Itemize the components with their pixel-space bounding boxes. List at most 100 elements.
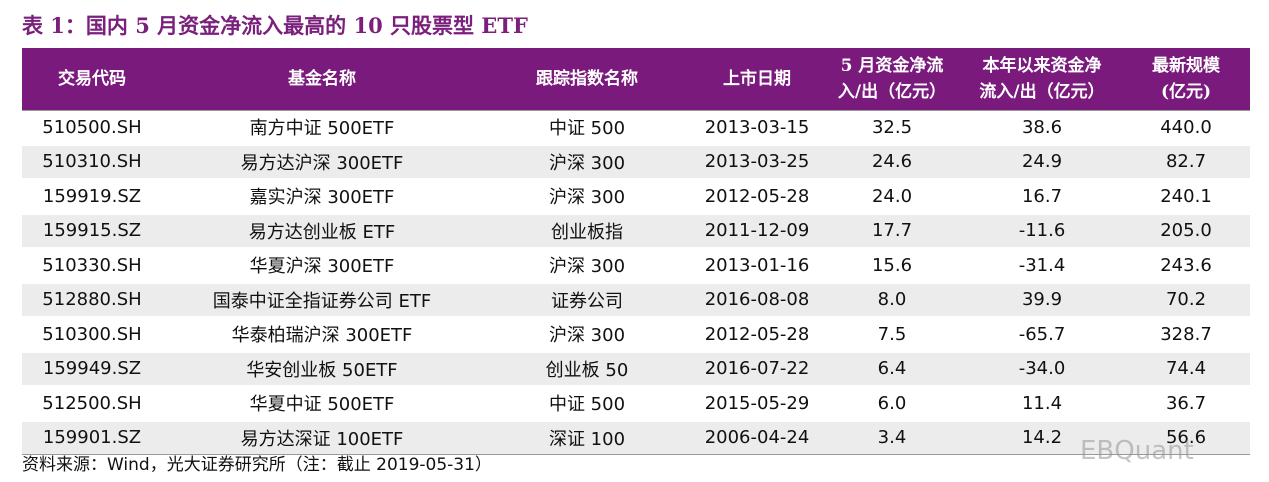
header-line: 跟踪指数名称 xyxy=(536,69,638,89)
header-line: 5 月资金净流 xyxy=(840,56,944,76)
table-body: 510500.SH 南方中证 500ETF 中证 500 2013-03-15 32.5… xyxy=(22,110,1250,455)
header-cell: 最新规模 (亿元) xyxy=(1122,48,1250,111)
table-cell: 8.0 xyxy=(822,281,962,317)
watermark: EBQuant xyxy=(1080,436,1194,466)
table-cell: 华安创业板 50ETF xyxy=(162,350,482,386)
table-cell: 华夏沪深 300ETF xyxy=(162,247,482,283)
table-title: 表 1：国内 5 月资金净流入最高的 10 只股票型 ETF xyxy=(22,13,528,38)
table-cell: 32.5 xyxy=(822,110,962,145)
table-cell: 深证 100 xyxy=(482,419,692,455)
table-cell: 74.4 xyxy=(1122,350,1250,386)
table-cell: 24.9 xyxy=(962,143,1122,179)
table-cell: 56.6 xyxy=(1122,419,1250,455)
table-cell: 70.2 xyxy=(1122,281,1250,317)
table-cell: 205.0 xyxy=(1122,212,1250,248)
etf-table: 交易代码 基金名称 跟踪指数名称 上市日期 5 月资金净流 入/出（亿元） 本年以来资金净流… xyxy=(22,48,1250,455)
table-cell: 2012-05-28 xyxy=(692,178,822,214)
table-cell: 2012-05-28 xyxy=(692,316,822,352)
header-line: 本年以来资金净 xyxy=(982,56,1102,76)
header-line: 流入/出（亿元） xyxy=(979,82,1105,102)
table-cell: 3.4 xyxy=(822,419,962,455)
table-cell: -31.4 xyxy=(962,247,1122,283)
table-cell: 2016-08-08 xyxy=(692,281,822,317)
table-cell: 2006-04-24 xyxy=(692,419,822,455)
table-cell: 南方中证 500ETF xyxy=(162,110,482,145)
header-line: (亿元) xyxy=(1160,82,1212,102)
table-row: 512880.SH 国泰中证全指证券公司 ETF 证券公司 2016-08-08 8.0… xyxy=(22,281,1250,317)
header-line: 基金名称 xyxy=(288,69,356,89)
table-row: 159919.SZ 嘉实沪深 300ETF 沪深 300 2012-05-28 24.0… xyxy=(22,178,1250,214)
table-row: 510310.SH 易方达沪深 300ETF 沪深 300 2013-03-25 24.… xyxy=(22,143,1250,179)
table-cell: 510330.SH xyxy=(22,247,162,283)
table-cell: 中证 500 xyxy=(482,385,692,421)
table-cell: 15.6 xyxy=(822,247,962,283)
table-cell: 创业板指 xyxy=(482,212,692,248)
table-cell: 沪深 300 xyxy=(482,143,692,179)
table-cell: 创业板 50 xyxy=(482,350,692,386)
table-cell: 510310.SH xyxy=(22,143,162,179)
table-cell: 沪深 300 xyxy=(482,316,692,352)
header-line: 入/出（亿元） xyxy=(837,82,947,102)
header-cell: 基金名称 xyxy=(162,48,482,111)
table-cell: 38.6 xyxy=(962,110,1122,145)
table-cell: 6.4 xyxy=(822,350,962,386)
table-cell: 159949.SZ xyxy=(22,350,162,386)
table-cell: 2011-12-09 xyxy=(692,212,822,248)
header-cell: 跟踪指数名称 xyxy=(482,48,692,111)
table-cell: 159901.SZ xyxy=(22,419,162,455)
header-line: 交易代码 xyxy=(58,69,126,89)
table-cell: 328.7 xyxy=(1122,316,1250,352)
header-row: 交易代码 基金名称 跟踪指数名称 上市日期 5 月资金净流 入/出（亿元） 本年以来资金净流… xyxy=(22,48,1250,111)
table-cell: 159915.SZ xyxy=(22,212,162,248)
table-cell: 6.0 xyxy=(822,385,962,421)
table-cell: 512500.SH xyxy=(22,385,162,421)
table-cell: 华泰柏瑞沪深 300ETF xyxy=(162,316,482,352)
table-cell: 512880.SH xyxy=(22,281,162,317)
table-cell: 17.7 xyxy=(822,212,962,248)
table-row: 510330.SH 华夏沪深 300ETF 沪深 300 2013-01-16 15.6… xyxy=(22,247,1250,283)
table-cell: 2016-07-22 xyxy=(692,350,822,386)
table-cell: 易方达创业板 ETF xyxy=(162,212,482,248)
header-line: 上市日期 xyxy=(723,69,791,89)
table-cell: 证券公司 xyxy=(482,281,692,317)
table-cell: -11.6 xyxy=(962,212,1122,248)
header-cell: 交易代码 xyxy=(22,48,162,111)
table-cell: 16.7 xyxy=(962,178,1122,214)
table-cell: 14.2 xyxy=(962,419,1122,455)
header-cell: 上市日期 xyxy=(692,48,822,111)
header-cell: 本年以来资金净 流入/出（亿元） xyxy=(962,48,1122,111)
header-cell: 5 月资金净流 入/出（亿元） xyxy=(822,48,962,111)
table-cell: 159919.SZ xyxy=(22,178,162,214)
table-row: 159949.SZ 华安创业板 50ETF 创业板 50 2016-07-22 6.4-… xyxy=(22,350,1250,386)
table-cell: 沪深 300 xyxy=(482,247,692,283)
table-cell: -65.7 xyxy=(962,316,1122,352)
table-cell: 36.7 xyxy=(1122,385,1250,421)
table-cell: 易方达沪深 300ETF xyxy=(162,143,482,179)
table-row: 159915.SZ 易方达创业板 ETF 创业板指 2011-12-09 17.7 -11… xyxy=(22,212,1250,248)
table-row: 510300.SH 华泰柏瑞沪深 300ETF 沪深 300 2012-05-28 7.… xyxy=(22,316,1250,352)
table-cell: 易方达深证 100ETF xyxy=(162,419,482,455)
table-cell: 中证 500 xyxy=(482,110,692,145)
table-cell: 24.6 xyxy=(822,143,962,179)
table-cell: 2013-03-15 xyxy=(692,110,822,145)
table-cell: 11.4 xyxy=(962,385,1122,421)
table-cell: 华夏中证 500ETF xyxy=(162,385,482,421)
header-line: 最新规模 xyxy=(1152,56,1220,76)
table-cell: 510500.SH xyxy=(22,110,162,145)
table-header: 交易代码 基金名称 跟踪指数名称 上市日期 5 月资金净流 入/出（亿元） 本年以来资金净流… xyxy=(22,48,1250,111)
table-cell: -34.0 xyxy=(962,350,1122,386)
table-cell: 嘉实沪深 300ETF xyxy=(162,178,482,214)
table-cell: 国泰中证全指证券公司 ETF xyxy=(162,281,482,317)
table-cell: 240.1 xyxy=(1122,178,1250,214)
table-cell: 7.5 xyxy=(822,316,962,352)
table-cell: 510300.SH xyxy=(22,316,162,352)
table-cell: 243.6 xyxy=(1122,247,1250,283)
table-row: 512500.SH 华夏中证 500ETF 中证 500 2015-05-29 6.0 1… xyxy=(22,385,1250,421)
table-row: 510500.SH 南方中证 500ETF 中证 500 2013-03-15 32.5… xyxy=(22,110,1250,145)
footnote: 资料来源：Wind，光大证券研究所（注：截止 2019-05-31） xyxy=(22,455,492,475)
table-cell: 2013-03-25 xyxy=(692,143,822,179)
table-cell: 82.7 xyxy=(1122,143,1250,179)
table-row: 159901.SZ 易方达深证 100ETF 深证 100 2006-04-24 3.4… xyxy=(22,419,1250,455)
table-cell: 2015-05-29 xyxy=(692,385,822,421)
